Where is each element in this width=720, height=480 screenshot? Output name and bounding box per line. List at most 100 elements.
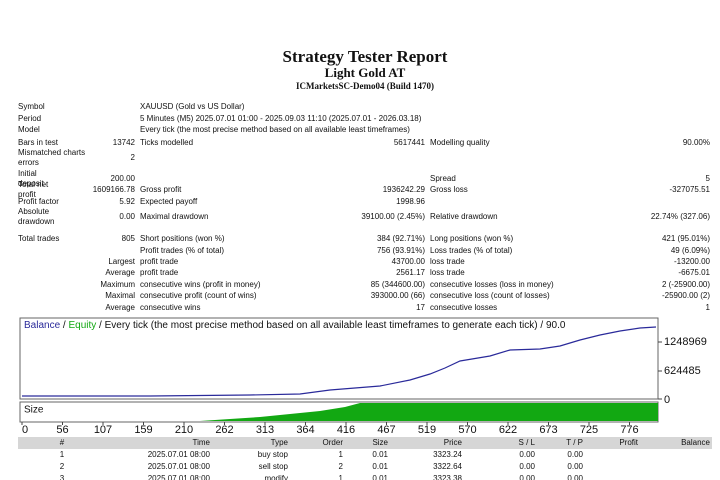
- summary-value: 2: [131, 153, 136, 162]
- summary-label: Expected payoff: [140, 197, 198, 206]
- orders-cell: 0.00: [567, 450, 583, 459]
- x-axis-label: 467: [377, 424, 395, 436]
- summary-label: Relative drawdown: [430, 212, 498, 221]
- summary-value: Maximal: [105, 291, 135, 300]
- legend-info: Every tick (the most precise method base…: [105, 320, 566, 331]
- summary-label: profit trade: [140, 268, 179, 277]
- orders-cell: 2025.07.01 08:00: [148, 450, 211, 459]
- summary-value: 39100.00 (2.45%): [361, 212, 425, 221]
- graph-frame: [19, 317, 659, 400]
- x-axis-label: 725: [580, 424, 598, 436]
- summary-value: 90.00%: [683, 138, 710, 147]
- x-axis-label: 313: [256, 424, 274, 436]
- summary-label: Symbol: [18, 102, 45, 111]
- summary-label: Initial deposit: [18, 169, 45, 188]
- orders-cell: 0.00: [519, 474, 535, 480]
- summary-label: consecutive wins: [140, 303, 200, 312]
- graph-legend: Balance / Equity / Every tick (the most …: [24, 320, 566, 331]
- summary-label: consecutive losses: [430, 303, 497, 312]
- summary-value: 393000.00 (66): [371, 291, 426, 300]
- graph: Balance / Equity / Every tick (the most …: [19, 317, 662, 423]
- orders-cell: 0.00: [519, 462, 535, 471]
- balance-line: [22, 326, 657, 397]
- orders-header: Price: [444, 438, 463, 447]
- x-axis-label: 776: [620, 424, 638, 436]
- x-axis-label: 622: [499, 424, 517, 436]
- orders-header: Time: [193, 438, 211, 447]
- x-axis-label: 56: [56, 424, 68, 436]
- summary-label: Profit trades (% of total): [140, 246, 224, 255]
- summary-label: Short positions (won %): [140, 234, 225, 243]
- summary-value: Largest: [108, 257, 135, 266]
- summary-label: Loss trades (% of total): [430, 246, 513, 255]
- size-area: [200, 403, 658, 421]
- orders-cell: 1: [339, 474, 344, 480]
- x-axis-label: 210: [175, 424, 193, 436]
- orders-cell: 0.00: [567, 462, 583, 471]
- summary-label: Gross profit: [140, 185, 182, 194]
- x-axis-label: 107: [94, 424, 112, 436]
- summary-value: 17: [416, 303, 425, 312]
- summary-value: 2 (-25900.00): [662, 280, 710, 289]
- x-axis-label: 159: [134, 424, 152, 436]
- orders-header-bg: [18, 437, 712, 449]
- summary-label: consecutive profit (count of wins): [140, 291, 257, 300]
- orders-cell: 2025.07.01 08:00: [148, 462, 211, 471]
- x-axis-label: 416: [337, 424, 355, 436]
- orders-cell: modify: [264, 474, 288, 480]
- orders-cell: 2: [60, 462, 65, 471]
- summary-label: Profit factor: [18, 197, 59, 206]
- summary-value: 1: [706, 303, 711, 312]
- summary-label: loss trade: [430, 268, 465, 277]
- orders-cell: 3323.24: [433, 450, 462, 459]
- summary-value: 5617441: [394, 138, 426, 147]
- summary-value: 0.00: [119, 212, 135, 221]
- summary-value: -6675.01: [678, 268, 710, 277]
- orders-header: #: [60, 438, 65, 447]
- summary-value: 1936242.29: [383, 185, 426, 194]
- x-axis-label: 262: [215, 424, 233, 436]
- summary-label: Absolute drawdown: [18, 207, 54, 226]
- orders-header: S / L: [519, 438, 536, 447]
- expert-name: Light Gold AT: [325, 65, 406, 80]
- orders-cell: 3: [60, 474, 65, 480]
- summary-value: 384 (92.71%): [377, 234, 425, 243]
- summary-label: Bars in test: [18, 138, 59, 147]
- x-axis-label: 519: [418, 424, 436, 436]
- summary-label: Gross loss: [430, 185, 468, 194]
- orders-cell: 2: [339, 462, 344, 471]
- summary-label: Mismatched charts errors: [18, 148, 85, 167]
- summary-value: -25900.00 (2): [662, 291, 710, 300]
- summary-value: 200.00: [111, 174, 136, 183]
- summary-value: 49 (6.09%): [671, 246, 710, 255]
- orders-header: Type: [271, 438, 289, 447]
- summary-value: Average: [105, 268, 135, 277]
- orders-cell: 0.01: [372, 474, 388, 480]
- orders-header: T / P: [566, 438, 583, 447]
- orders-cell: 3322.64: [433, 462, 462, 471]
- report-title: Strategy Tester Report: [283, 47, 448, 66]
- summary-label: Modelling quality: [430, 138, 490, 147]
- orders-cell: 1: [339, 450, 344, 459]
- summary-value: Average: [105, 303, 135, 312]
- summary-label: consecutive wins (profit in money): [140, 280, 261, 289]
- summary-label: loss trade: [430, 257, 465, 266]
- server-name: ICMarketsSC-Demo04 (Build 1470): [296, 81, 434, 91]
- summary-value: 5.92: [119, 197, 135, 206]
- orders-cell: 0.01: [372, 450, 388, 459]
- summary-label: Maximal drawdown: [140, 212, 208, 221]
- summary-value: 13742: [113, 138, 136, 147]
- summary-label: consecutive loss (count of losses): [430, 291, 550, 300]
- y-axis-label: 0: [664, 394, 670, 406]
- summary-value: 85 (344600.00): [371, 280, 426, 289]
- orders-cell: buy stop: [258, 450, 289, 459]
- summary-value: 2561.17: [396, 268, 425, 277]
- summary-label: consecutive losses (loss in money): [430, 280, 554, 289]
- y-axis-label: 1248969: [664, 336, 707, 348]
- y-axis-label: 624485: [664, 365, 701, 377]
- x-axis-label: 673: [539, 424, 557, 436]
- orders-cell: 0.01: [372, 462, 388, 471]
- summary-value: 421 (95.01%): [662, 234, 710, 243]
